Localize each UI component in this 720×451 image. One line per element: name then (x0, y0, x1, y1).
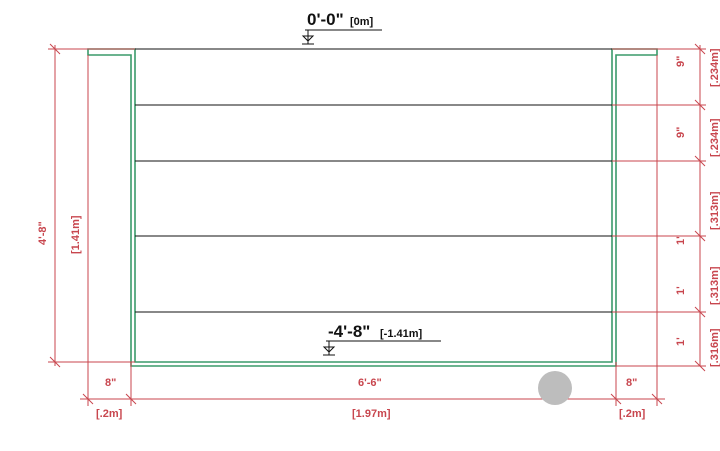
layer-3-metric: [.313m] (709, 191, 720, 230)
elevation-top: 0'-0" [0m] (301, 10, 382, 45)
layer-1-imperial: 9" (675, 56, 687, 67)
layer-2-metric: [.234m] (709, 118, 720, 157)
elevation-marker-icon (322, 346, 336, 353)
overall-height-metric: [1.41m] (70, 215, 82, 254)
layer-5-metric: [.316m] (709, 328, 720, 367)
overall-height-imperial: 4'-8" (37, 221, 49, 245)
layer-4-imperial: 1' (675, 286, 687, 295)
width-right-imperial: 8" (626, 377, 637, 389)
layer-2-imperial: 9" (675, 127, 687, 138)
elevation-marker-icon (301, 35, 315, 42)
width-left-imperial: 8" (105, 377, 116, 389)
pit-outline (87, 48, 658, 367)
elevation-top-main: 0'-0" (307, 10, 344, 29)
layer-4-metric: [.313m] (709, 266, 720, 305)
cursor-marker (538, 371, 572, 405)
layer-1-metric: [.234m] (709, 48, 720, 87)
elevation-top-metric: [0m] (350, 16, 374, 28)
layer-lines (135, 48, 612, 313)
width-center-metric: [1.97m] (352, 408, 391, 420)
width-left-metric: [.2m] (96, 408, 123, 420)
dimension-lines (48, 43, 706, 406)
layer-5-imperial: 1' (675, 337, 687, 346)
width-center-imperial: 6'-6" (358, 377, 382, 389)
elevation-bottom-metric: [-1.41m] (380, 328, 423, 340)
elevation-bottom-main: -4'-8" (328, 322, 370, 341)
layer-3-imperial: 1' (675, 236, 687, 245)
width-right-metric: [.2m] (619, 408, 646, 420)
elevation-bottom: -4'-8" [-1.41m] (322, 322, 441, 356)
